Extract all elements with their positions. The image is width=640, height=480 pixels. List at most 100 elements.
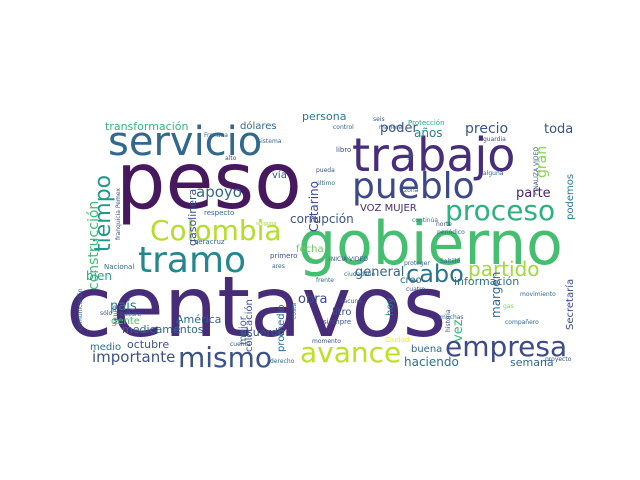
word-inicia-video: INICIA VIDEO — [329, 256, 368, 263]
word-primero: primero — [270, 252, 297, 260]
word-gente: gente — [111, 316, 140, 327]
word-alto: alto — [225, 155, 237, 162]
word-norte: norte — [436, 221, 452, 228]
word-gasolinera: gasolinera — [186, 189, 199, 246]
word-servicio: servicio — [108, 119, 262, 165]
word-poder: poder — [380, 121, 418, 136]
word-peso: peso — [116, 137, 302, 227]
word-mujer: MUJER — [113, 305, 120, 324]
word-franquicia-pemex: franquicia Pemex — [115, 188, 122, 240]
word-proteger: proteger — [404, 260, 430, 267]
word-creo: creo — [400, 275, 422, 286]
word-promedio: promedio — [276, 305, 287, 353]
word-frente: frente — [316, 277, 334, 284]
word-obra: obra — [298, 292, 328, 307]
word-pueda: pueda — [316, 167, 335, 174]
word-colombia: Colombia — [150, 214, 282, 247]
word-último: último — [316, 180, 335, 187]
word-construcción: construcción — [86, 201, 102, 290]
word-seis: seis — [373, 116, 385, 123]
word-historia: historia — [445, 309, 452, 332]
word-mejor: mejor — [238, 315, 249, 345]
word-sólo: sólo — [100, 310, 112, 317]
word-precio: precio — [465, 121, 508, 137]
word-parte: parte — [516, 186, 551, 201]
word-américa: América — [176, 313, 221, 326]
word-catarino: Catarino — [307, 181, 321, 232]
word-cuenta: cuenta — [230, 341, 251, 348]
word-cabo: cabo — [406, 260, 464, 288]
word-cultura: cultura — [120, 311, 141, 318]
word-hoy: hoy — [385, 298, 396, 316]
word-litro: litro — [332, 307, 352, 318]
word-derecho: derecho — [270, 358, 295, 365]
word-dólares: dólares — [240, 120, 277, 132]
word-país: país — [110, 299, 137, 314]
word-bien: bien — [86, 269, 112, 283]
word-sistema: sistema — [258, 138, 282, 145]
word-proceso: proceso — [445, 194, 555, 227]
word-transformación: transformación — [105, 120, 189, 133]
word-frenaaa: Frenaaa — [204, 132, 228, 139]
word-finaliza-video: FINALIZA VIDEO — [533, 147, 540, 195]
word-ninguna: ninguna — [256, 221, 276, 227]
word-años: años — [414, 126, 443, 140]
word-podemos: podemos — [565, 174, 576, 220]
word-libro: libro — [336, 146, 351, 154]
word-pueblo: pueblo — [352, 166, 475, 207]
word-saltillo: Saltillo — [440, 258, 461, 265]
word-centavos: centavos — [66, 258, 446, 356]
word-trabajo: trabajo — [352, 128, 515, 182]
word-guardia: guardia — [483, 136, 506, 143]
word-manera: manera — [379, 124, 402, 131]
word-continúa: continúa — [412, 217, 438, 224]
word-avance: avance — [300, 336, 401, 369]
word-momento: momento — [312, 338, 341, 345]
word-margen: margen — [489, 272, 503, 318]
word-acuerdo: acuerdo — [240, 326, 285, 339]
word-cosa: cosa — [175, 320, 182, 334]
word-nacional: Nacional — [104, 263, 134, 271]
word-protección: Protección — [408, 119, 445, 127]
word-costa: costa — [291, 303, 298, 319]
word-importante: importante — [92, 348, 175, 366]
word-veracruz: Veracruz — [194, 238, 225, 246]
word-secretaría: Secretaría — [564, 279, 576, 330]
word-vía: vía — [272, 169, 287, 181]
word-alguna: alguna — [483, 170, 504, 177]
word-semana: semana — [510, 356, 554, 369]
word-compañero: compañero — [505, 319, 539, 326]
word-muchas: muchas — [440, 314, 464, 321]
word-respecto: respecto — [204, 209, 234, 217]
word-ciudad: Ciudad — [385, 336, 409, 344]
word-movimiento: movimiento — [520, 291, 556, 298]
word-comunicación: comunicación — [77, 288, 84, 330]
word-mismo: mismo — [178, 341, 272, 374]
word-siempre: siempre — [323, 318, 351, 326]
word-periódico: periódico — [437, 229, 465, 236]
word-tiempo: tiempo — [91, 175, 116, 252]
word-gran: gran — [534, 146, 550, 178]
word-empresa: empresa — [445, 330, 567, 363]
word-vacuna: vacuna — [340, 298, 362, 305]
word-tramo: tramo — [138, 240, 246, 281]
word-persona: persona — [302, 110, 346, 123]
word-medio: medio — [90, 342, 121, 353]
word-fecha: fecha — [296, 244, 324, 255]
word-gobierno: gobierno — [298, 209, 563, 279]
word-haciendo: haciendo — [404, 355, 459, 369]
word-toda: toda — [544, 122, 573, 137]
word-general: general — [355, 265, 404, 280]
word-corrupción: corrupción — [290, 212, 354, 226]
word-ciudadano: ciudadano — [344, 271, 376, 278]
word-medicamentos: medicamentos — [122, 323, 204, 336]
word-proyecto: proyecto — [545, 356, 572, 363]
word-buena: buena — [411, 344, 442, 355]
word-gas: gas — [503, 303, 514, 310]
word-voz-mujer: VOZ MUJER — [360, 203, 417, 214]
word-control: control — [333, 124, 354, 131]
word-apoyo: apoyo — [196, 183, 242, 201]
word-tipo: tipo — [407, 148, 414, 160]
word-información: información — [454, 275, 519, 288]
